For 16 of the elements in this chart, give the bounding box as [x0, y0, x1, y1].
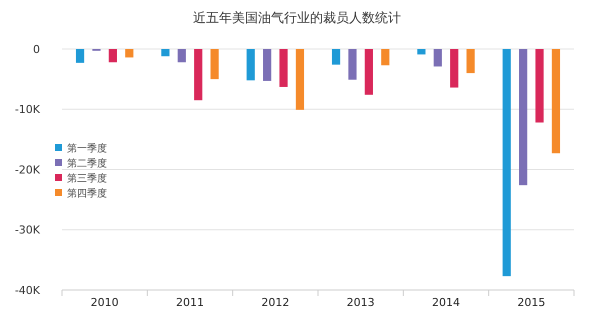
y-tick-label: -20K [14, 163, 41, 176]
x-tick-label: 2010 [90, 296, 119, 309]
x-tick-label: 2011 [176, 296, 204, 309]
legend-label: 第二季度 [67, 158, 107, 170]
y-tick-label: 0 [33, 42, 40, 56]
x-tick-label: 2012 [261, 296, 290, 309]
x-tick-label: 2014 [432, 296, 460, 309]
legend-label: 第三季度 [67, 172, 107, 184]
y-tick-label: -40K [14, 284, 41, 297]
y-tick-label: -30K [14, 224, 41, 237]
x-tick-label: 2015 [517, 296, 546, 309]
x-tick-label: 2013 [346, 296, 375, 309]
chart-title: 近五年美国油气行业的裁员人数统计 [193, 10, 401, 26]
y-tick-label: -10K [14, 103, 41, 116]
legend-label: 第一季度 [67, 142, 107, 154]
legend-label: 第四季度 [67, 188, 107, 200]
